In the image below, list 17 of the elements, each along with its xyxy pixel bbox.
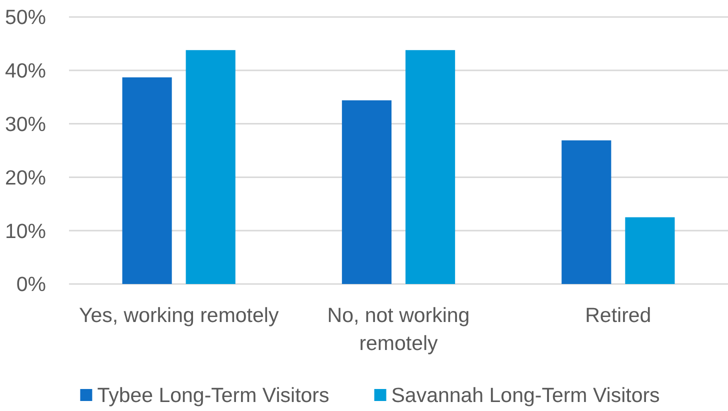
bar	[342, 100, 392, 284]
y-tick-label: 10%	[4, 220, 46, 243]
bar	[186, 50, 236, 284]
bar	[562, 140, 612, 284]
x-tick-label: No, not working remotely	[327, 304, 470, 355]
x-tick-label: Yes, working remotely	[78, 304, 280, 327]
legend-label: Savannah Long-Term Visitors	[391, 384, 660, 408]
x-tick-label: Retired	[585, 304, 652, 327]
bar	[625, 217, 675, 284]
y-tick-label: 30%	[4, 112, 46, 136]
bar	[122, 77, 172, 284]
y-tick-label: 40%	[4, 60, 46, 83]
y-tick-label: 50%	[4, 6, 46, 30]
bar	[405, 50, 456, 284]
y-tick-label: 0%	[16, 273, 46, 296]
legend-label: Tybee Long-Term Visitors	[97, 384, 330, 408]
y-tick-label: 20%	[4, 166, 46, 190]
